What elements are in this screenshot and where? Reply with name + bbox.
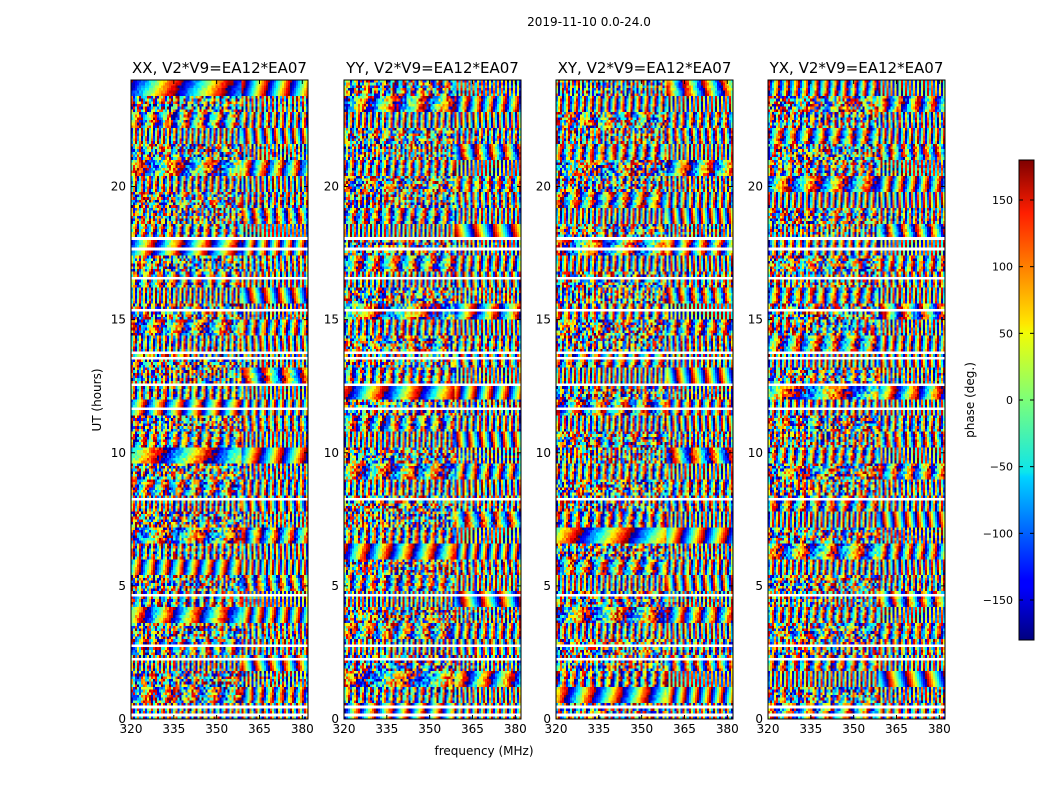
y-tick-label: 0 [118,712,126,726]
y-tick-label: 20 [536,180,551,194]
heatmap-image [131,80,308,719]
colorbar-tick-label: −50 [990,461,1013,474]
x-tick-label: 380 [504,722,527,736]
y-tick-label: 10 [324,446,339,460]
x-tick-label: 350 [842,722,865,736]
x-tick-label: 335 [375,722,398,736]
y-tick-label: 15 [111,313,126,327]
x-tick-label: 365 [248,722,271,736]
colorbar-tick-label: −150 [983,594,1013,607]
x-tick-label: 365 [885,722,908,736]
colorbar-tick-label: 150 [992,194,1013,207]
x-tick-label: 350 [630,722,653,736]
colorbar-ticks: −150 −100 −50 0 50 100 150 [983,194,1034,607]
heatmap-image [768,80,945,719]
x-tick-label: 335 [162,722,185,736]
panel-title: YY, V2*V9=EA12*EA07 [345,59,519,77]
y-tick-label: 10 [111,446,126,460]
colorbar: −150 −100 −50 0 50 100 150 phase (deg.) [963,159,1035,641]
x-tick-label: 380 [716,722,739,736]
heatmap-panel-3: XY, V2*V9=EA12*EA07 320 335 350 365 380 0 5 10 15… [536,59,739,736]
y-axis-label: UT (hours) [90,368,104,431]
x-tick-label: 380 [928,722,951,736]
x-tick-label: 335 [799,722,822,736]
colorbar-tick-label: 0 [1006,394,1013,407]
x-tick-label: 320 [120,722,143,736]
x-axis-label: frequency (MHz) [434,744,533,758]
y-tick-label: 20 [748,180,763,194]
panel-title: YX, V2*V9=EA12*EA07 [769,59,944,77]
colorbar-tick-label: 50 [999,327,1013,340]
panel-frame [343,79,522,720]
heatmap-panels: XX, V2*V9=EA12*EA07 320 335 350 365 380 0 5 10 15… [111,59,951,736]
colorbar-tick-label: 100 [992,261,1013,274]
panel-title: XX, V2*V9=EA12*EA07 [132,59,307,77]
heatmap-image [344,80,521,719]
heatmap-image [556,80,733,719]
y-tick-label: 0 [543,712,551,726]
colorbar-tick-label: −100 [983,527,1013,540]
heatmap-panel-4: YX, V2*V9=EA12*EA07 320 335 350 365 380 0 5 10 15… [748,59,951,736]
y-tick-label: 10 [748,446,763,460]
panel-frame [767,79,946,720]
x-tick-label: 350 [418,722,441,736]
y-tick-label: 5 [118,579,126,593]
y-tick-label: 20 [324,180,339,194]
x-tick-label: 365 [461,722,484,736]
colorbar-label: phase (deg.) [963,362,977,438]
y-tick-label: 10 [536,446,551,460]
y-tick-label: 0 [331,712,339,726]
x-tick-label: 335 [587,722,610,736]
y-tick-label: 5 [331,579,339,593]
y-tick-label: 15 [536,313,551,327]
y-tick-label: 15 [324,313,339,327]
x-tick-label: 365 [673,722,696,736]
x-tick-label: 380 [291,722,314,736]
panel-title: XY, V2*V9=EA12*EA07 [558,59,732,77]
heatmap-panel-2: YY, V2*V9=EA12*EA07 320 335 350 365 380 0 5 10 15… [324,59,527,736]
x-tick-label: 320 [333,722,356,736]
panel-frame [130,79,309,720]
y-tick-label: 15 [748,313,763,327]
y-tick-label: 5 [755,579,763,593]
x-tick-label: 320 [545,722,568,736]
y-tick-label: 20 [111,180,126,194]
x-tick-label: 320 [757,722,780,736]
x-tick-label: 350 [205,722,228,736]
y-tick-label: 5 [543,579,551,593]
figure-suptitle: 2019-11-10 0.0-24.0 [527,15,651,29]
panel-frame [555,79,734,720]
heatmap-panel-1: XX, V2*V9=EA12*EA07 320 335 350 365 380 0 5 10 15… [111,59,314,736]
y-tick-label: 0 [755,712,763,726]
